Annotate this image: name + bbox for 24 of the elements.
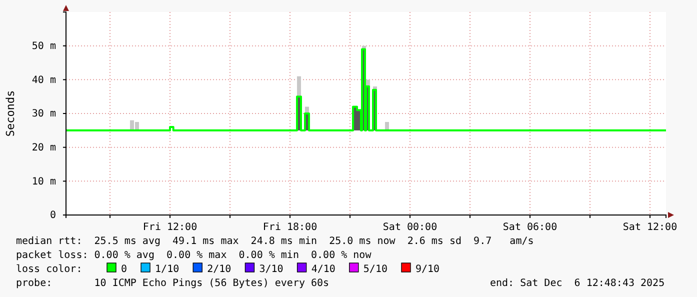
y-axis-title: Seconds bbox=[4, 90, 17, 137]
text: end: Sat Dec 6 12:48:43 2025 bbox=[490, 278, 665, 289]
text: probe: 10 ICMP Echo Pings (56 Bytes) every 60s bbox=[16, 278, 330, 289]
x-tick-label: Sat 06:00 bbox=[502, 222, 558, 233]
legend-label: 5/10 bbox=[363, 264, 388, 275]
y-tick-label: 30 m bbox=[32, 108, 56, 120]
legend-label: 0 bbox=[121, 264, 128, 275]
text: packet loss: 0.00 % avg 0.00 % max 0.00 % min 0.00 % now bbox=[16, 250, 372, 261]
y-tick-label: 20 m bbox=[32, 142, 56, 154]
x-tick-label: Sat 00:00 bbox=[382, 222, 438, 233]
text: median rtt: 25.5 ms avg 49.1 ms max 24.8 ms min 25.0 ms now 2.6 ms sd 9.7 am/s bbox=[16, 236, 534, 247]
y-tick-label: 0 bbox=[50, 210, 56, 222]
y-tick-label: 40 m bbox=[32, 74, 56, 86]
legend-title: loss color: bbox=[16, 264, 82, 275]
y-tick-label: 10 m bbox=[32, 176, 56, 188]
x-tick-label: Fri 12:00 bbox=[142, 222, 198, 233]
x-tick-label: Sat 12:00 bbox=[622, 222, 678, 233]
legend-label: 2/10 bbox=[207, 264, 232, 275]
legend-label: 3/10 bbox=[259, 264, 284, 275]
legend-label: 9/10 bbox=[416, 264, 440, 275]
legend-label: 4/10 bbox=[311, 264, 336, 275]
y-tick-label: 50 m bbox=[32, 41, 56, 52]
legend-label: 1/10 bbox=[155, 264, 180, 275]
x-tick-label: Fri 18:00 bbox=[262, 222, 318, 233]
